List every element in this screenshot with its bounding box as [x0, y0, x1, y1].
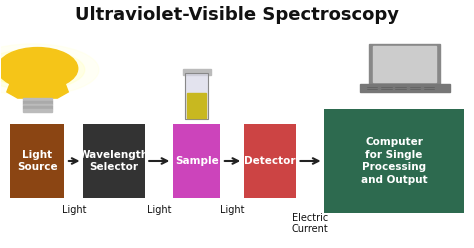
Bar [182, 69, 211, 75]
Bar [369, 44, 440, 84]
Text: Computer
for Single
Processing
and Output: Computer for Single Processing and Outpu… [361, 137, 428, 185]
Text: Electric
Current: Electric Current [292, 213, 328, 234]
Bar [23, 103, 52, 106]
Ellipse shape [0, 44, 99, 96]
Text: Detector: Detector [244, 156, 296, 166]
Text: Light: Light [147, 205, 171, 215]
Bar [187, 93, 206, 118]
Polygon shape [7, 80, 68, 98]
Bar [23, 98, 52, 101]
Text: Wavelength
Selector: Wavelength Selector [79, 150, 149, 172]
Text: Light: Light [62, 205, 86, 215]
FancyBboxPatch shape [10, 124, 64, 198]
Bar [373, 46, 437, 82]
Text: Ultraviolet-Visible Spectroscopy: Ultraviolet-Visible Spectroscopy [75, 6, 399, 24]
Bar [185, 73, 208, 119]
Bar [23, 106, 52, 109]
FancyBboxPatch shape [173, 124, 220, 198]
Ellipse shape [0, 53, 75, 86]
FancyBboxPatch shape [244, 124, 296, 198]
Bar [185, 73, 208, 119]
Bar [23, 101, 52, 103]
Text: Light: Light [220, 205, 245, 215]
FancyBboxPatch shape [324, 109, 464, 213]
Bar [23, 109, 52, 112]
FancyBboxPatch shape [83, 124, 145, 198]
Circle shape [0, 48, 78, 90]
Ellipse shape [0, 49, 85, 90]
Bar [360, 84, 450, 92]
Text: Light
Source: Light Source [17, 150, 58, 172]
Text: Sample: Sample [175, 156, 219, 166]
